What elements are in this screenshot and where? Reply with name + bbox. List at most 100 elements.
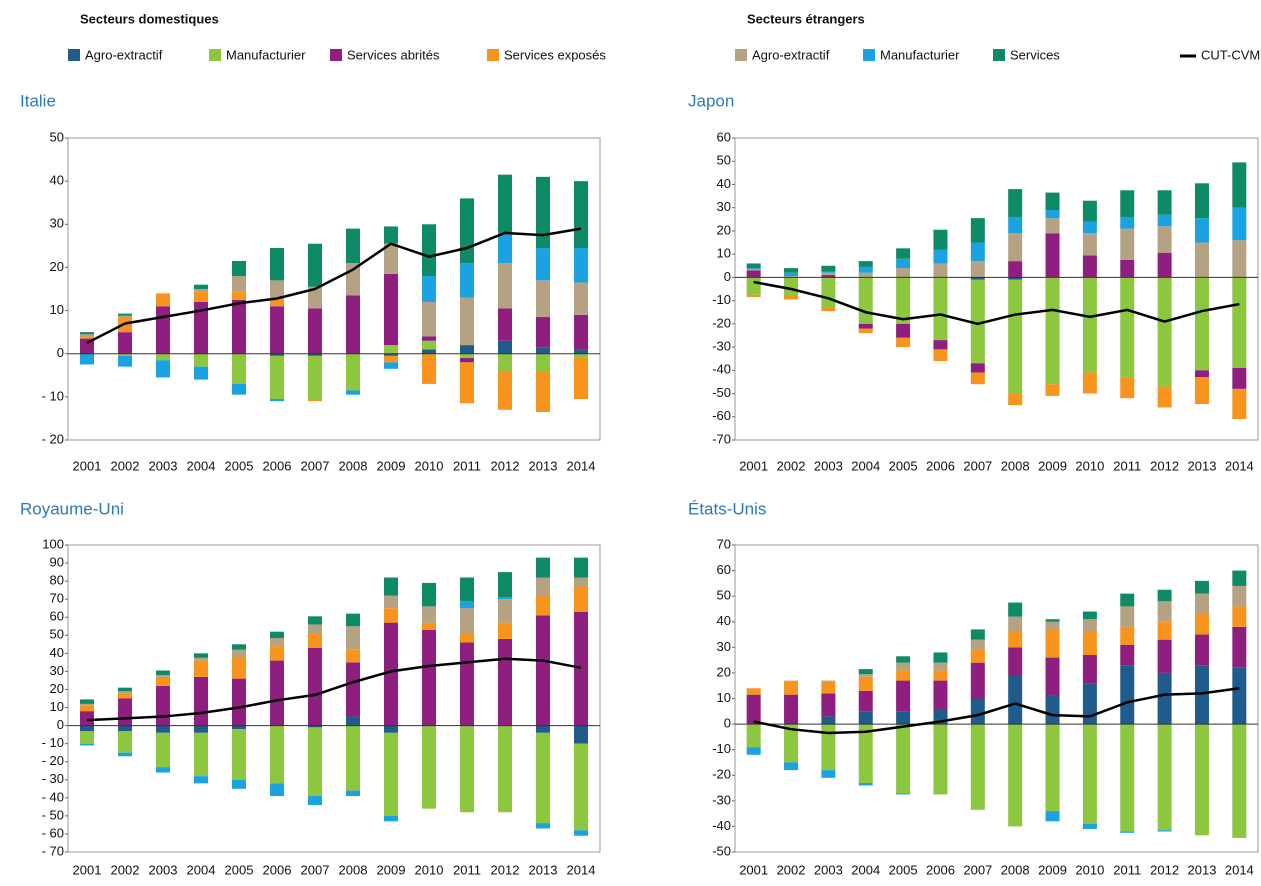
bar-segment [536,615,550,726]
bar-segment [194,366,208,380]
bar-segment [574,353,588,359]
bar-segment [422,622,436,630]
x-tick-label: 2007 [301,862,330,877]
bar-segment [1157,639,1172,673]
bar-segment [498,572,512,598]
bar-segment [498,353,512,371]
bar-segment [384,608,398,623]
bar-segment [896,248,911,259]
bar-segment [80,725,94,732]
bar-segment [933,349,948,362]
bar-segment [858,690,873,712]
x-tick-label: 2002 [777,458,806,473]
bar-segment [384,595,398,609]
bar-segment [460,353,474,359]
legend-swatch [209,49,221,61]
bar-segment [574,743,588,831]
bar-segment [308,647,322,726]
bar-segment [1082,619,1097,632]
legend-label: Services [1010,47,1060,62]
bar-segment [422,582,436,607]
y-tick-label: -50 [712,843,731,858]
x-tick-label: 2011 [453,862,481,877]
bar-segment [384,732,398,816]
cut-cvm-line [86,657,582,722]
legend-swatch [735,49,747,61]
y-tick-label: -10 [712,741,731,756]
bar-segment [232,276,246,292]
bar-segment [970,649,985,663]
legend-label: Manufacturier [880,47,960,62]
bar-segment [270,660,284,726]
y-tick-label: 40 [717,613,731,628]
bar-segment [270,725,284,784]
bar-segment [1232,388,1247,420]
bar-segment [118,693,132,699]
bar-segment [1194,242,1209,278]
bar-segment [1194,580,1209,594]
y-tick-label: 0 [724,716,731,731]
bar-segment [1045,657,1060,696]
bar-segment [194,289,208,292]
bar-segment [194,653,208,658]
bar-segment [574,181,588,249]
y-tick-label: 70 [717,536,731,551]
y-tick-label: -20 [712,315,731,330]
x-tick-label: 2004 [851,862,880,877]
bar-segment [746,688,761,695]
y-tick-label: -10 [712,292,731,307]
bar-segment [574,725,588,744]
x-tick-label: 2001 [73,862,102,877]
bar-segment [232,383,246,395]
bar-segment [498,308,512,341]
bar-segment [194,676,208,726]
y-tick-label: -50 [712,385,731,400]
bar-segment [1008,216,1023,234]
x-tick-label: 2003 [814,862,843,877]
bar-segment [1008,189,1023,217]
bar-segment [308,308,322,354]
bar-segment [1194,277,1209,371]
bar-segment [80,703,94,706]
bar-segment [1082,631,1097,656]
bar-segment [1157,621,1172,640]
x-tick-label: 2009 [1038,458,1067,473]
bar-segment [1082,221,1097,234]
legend-swatch [993,49,1005,61]
bar-segment [1157,214,1172,227]
bar-segment [858,328,873,334]
x-tick-label: 2008 [1001,458,1030,473]
bar-segment [346,716,360,726]
bar-segment [1120,665,1135,725]
x-tick-label: 2002 [111,862,140,877]
bar-segment [384,353,398,356]
y-tick-label: 10 [50,699,64,714]
bar-segment [346,390,360,395]
bar-segment [933,670,948,681]
bar-segment [858,782,873,786]
bar-segment [384,345,398,354]
bar-segment [1120,644,1135,666]
bar-segment [194,284,208,289]
y-tick-label: 10 [717,246,731,261]
legend-swatch [330,49,342,61]
bar-segment [536,577,550,596]
y-tick-label: 90 [50,554,64,569]
bar-segment [156,360,170,378]
y-tick-label: 60 [717,562,731,577]
bar-segment [270,353,284,356]
bar-segment [460,345,474,354]
bar-segment [896,323,911,338]
y-tick-label: 50 [717,153,731,168]
x-tick-label: 2005 [889,862,918,877]
bar-segment [574,557,588,578]
bar-segment [858,272,873,278]
bar-segment [460,198,474,264]
x-tick-label: 2001 [73,458,102,473]
bar-segment [460,608,474,634]
x-tick-label: 2011 [1113,862,1141,877]
bar-segment [574,358,588,400]
bar-segment [536,347,550,354]
y-tick-label: 20 [717,664,731,679]
bar-segment [498,622,512,639]
